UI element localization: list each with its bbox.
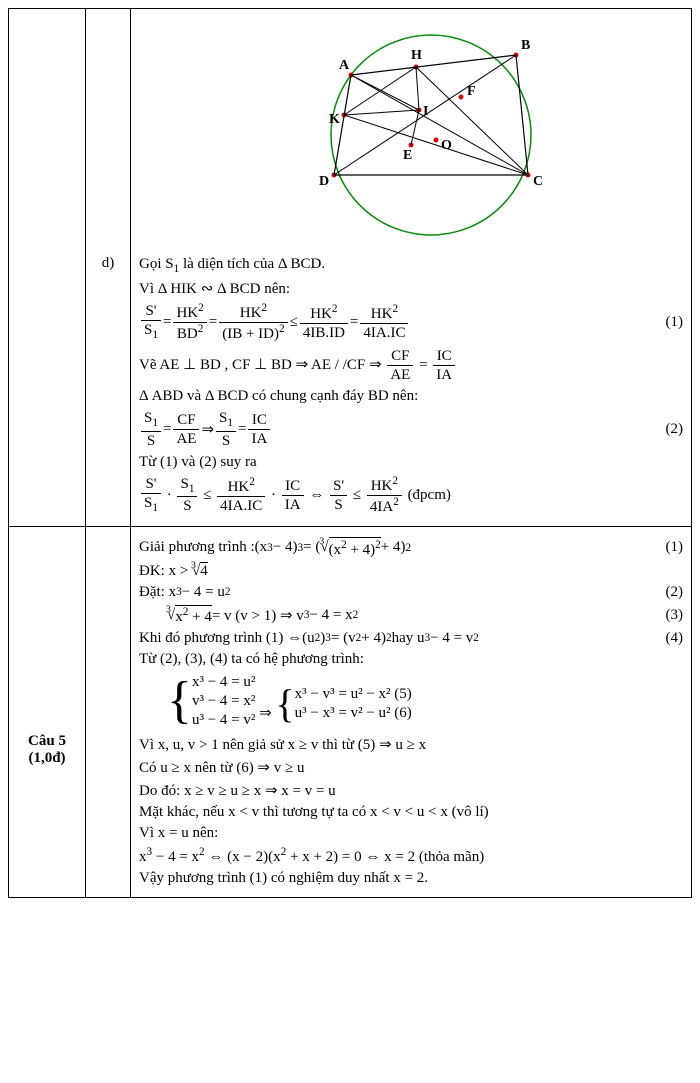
line-common-base: Δ ABD và Δ BCD có chung cạnh đáy BD nên:: [139, 388, 683, 405]
system: { x³ − 4 = u² v³ − 4 = x² u³ − 4 = v² ⇒ …: [139, 672, 683, 731]
line-co: Có u ≥ x nên từ (6) ⇒ v ≥ u: [139, 758, 683, 777]
svg-text:C: C: [533, 174, 543, 189]
row-question-d: d): [9, 9, 692, 527]
svg-text:D: D: [319, 174, 329, 189]
eqnum-1: (1): [650, 314, 684, 331]
line-similar: Vì Δ HIK ∾ Δ BCD nên:: [139, 279, 683, 298]
line-khi: Khi đó phương trình (1) ⇔ (u2)3 = (v2 + …: [139, 630, 683, 647]
cau5-points: (1,0đ): [28, 750, 65, 766]
svg-text:I: I: [423, 104, 428, 119]
line-v: 3√x2 + 4 = v (v > 1) ⇒ v3 − 4 = x2 (3): [139, 605, 683, 626]
row-question-5: Câu 5 (1,0đ) Giải phương trình : (x3 − 4…: [9, 526, 692, 897]
cell-content-d: A B C D H I F K E O Gọi S1 là diện tích …: [131, 9, 692, 527]
line-from12: Từ (1) và (2) suy ra: [139, 454, 683, 471]
equation-qed: S'S1 · S1S ≤ HK24IA.IC · ICIA ⇔ S'S ≤ HK…: [139, 475, 683, 516]
cell-cau5: Câu 5 (1,0đ): [9, 526, 86, 897]
line-mk: Mặt khác, nếu x < v thì tương tự ta có x…: [139, 804, 683, 821]
equation-2: S1S = CFAE ⇒ S1S = ICIA (2): [139, 409, 683, 450]
svg-text:H: H: [411, 48, 422, 63]
svg-text:K: K: [329, 112, 340, 127]
part-label-d: d): [102, 255, 115, 271]
line-s1-def: Gọi S1 là diện tích của Δ BCD.: [139, 256, 683, 275]
cell-part-5: [86, 526, 131, 897]
svg-text:B: B: [521, 38, 530, 53]
problem-statement: Giải phương trình : (x3 − 4)3 = (3√(x2 +…: [139, 537, 683, 559]
eqnum-2: (2): [650, 421, 684, 438]
line-dat: Đặt: x3 − 4 = u2 (2): [139, 584, 683, 601]
equation-1: S'S1 = HK2BD2 = HK2(IB + ID)2 ≤ HK24IB.I…: [139, 302, 683, 343]
line-final: x3 − 4 = x2 ⇔ (x − 2)(x2 + x + 2) = 0 ⇔ …: [139, 846, 683, 866]
svg-text:E: E: [403, 148, 412, 163]
line-dk: ĐK: x > 3√4: [139, 563, 683, 580]
figure-svg: A B C D H I F K E O: [231, 15, 591, 245]
svg-text:F: F: [467, 84, 476, 99]
line-vi: Vì x, u, v > 1 nên giả sử x ≥ v thì từ (…: [139, 735, 683, 754]
line-tu: Từ (2), (3), (4) ta có hệ phương trình:: [139, 651, 683, 668]
line-ae-cf: Vẽ AE ⊥ BD , CF ⊥ BD ⇒ AE / /CF ⇒ CFAE =…: [139, 347, 683, 384]
line-vay: Vậy phương trình (1) có nghiệm duy nhất …: [139, 870, 683, 887]
line-vxu: Vì x = u nên:: [139, 825, 683, 842]
cell-part-d: d): [86, 9, 131, 527]
line-do: Do đó: x ≥ v ≥ u ≥ x ⇒ x = v = u: [139, 781, 683, 800]
cau5-label: Câu 5: [28, 733, 66, 749]
cell-col1-d: [9, 9, 86, 527]
solution-table: d): [8, 8, 692, 898]
svg-text:A: A: [339, 58, 350, 73]
geometry-figure: A B C D H I F K E O: [139, 15, 683, 250]
svg-text:O: O: [441, 138, 452, 153]
cell-content-5: Giải phương trình : (x3 − 4)3 = (3√(x2 +…: [131, 526, 692, 897]
